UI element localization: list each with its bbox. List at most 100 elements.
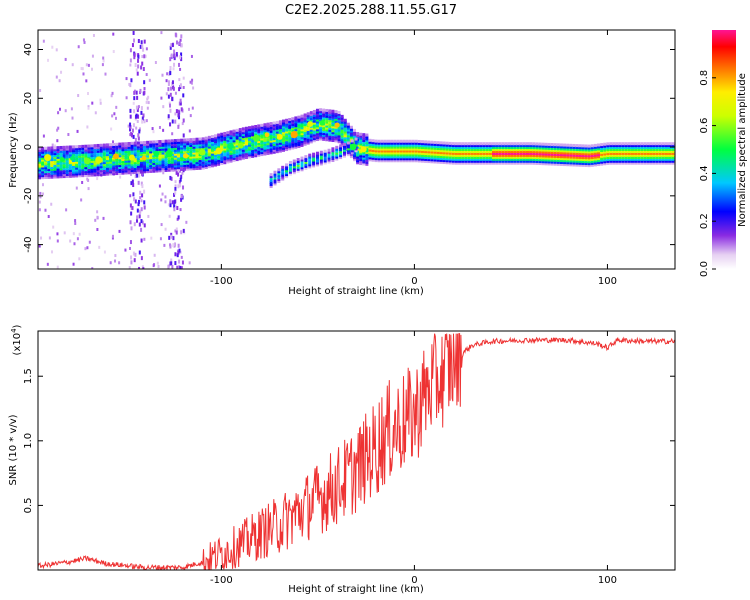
heatmap-cell xyxy=(167,139,171,143)
heatmap-cell xyxy=(186,155,190,159)
heatmap-peak xyxy=(237,142,244,149)
heatmap-cell xyxy=(304,162,308,166)
heatmap-cell xyxy=(269,179,273,183)
heatmap-cell xyxy=(627,159,631,163)
heatmap-cell xyxy=(337,112,341,116)
heatmap-cell xyxy=(331,117,335,121)
heatmap-cell xyxy=(149,146,153,150)
heatmap-speck xyxy=(110,94,113,98)
heatmap-cell xyxy=(56,171,60,175)
heatmap-cell xyxy=(251,143,255,147)
heatmap-cell xyxy=(303,132,307,136)
heatmap-cell xyxy=(99,153,103,157)
heatmap-cell xyxy=(559,147,563,151)
heatmap-cell xyxy=(158,169,162,173)
heatmap-cell xyxy=(488,151,492,155)
heatmap-cell xyxy=(507,161,511,165)
heatmap-cell xyxy=(149,156,153,160)
heatmap-cell xyxy=(214,145,218,149)
heatmap-cell xyxy=(553,160,557,164)
heatmap-cell xyxy=(652,157,656,161)
heatmap-cell xyxy=(362,162,366,166)
heatmap-cell xyxy=(269,177,273,181)
heatmap-cell xyxy=(90,165,94,169)
heatmap-cell xyxy=(522,146,526,150)
heatmap-cell xyxy=(343,118,347,122)
heatmap-cell xyxy=(343,136,347,140)
heatmap-cell xyxy=(93,151,97,155)
heatmap-cell xyxy=(251,127,255,131)
heatmap-cell xyxy=(470,153,474,157)
heatmap-cell xyxy=(593,153,597,157)
heatmap-cell xyxy=(390,145,394,149)
heatmap-cell xyxy=(288,137,292,141)
heatmap-cell xyxy=(266,144,270,148)
heatmap-cell xyxy=(525,161,529,165)
heatmap-cell xyxy=(572,159,576,163)
heatmap-cell xyxy=(220,161,224,165)
heatmap-cell xyxy=(312,125,316,129)
heatmap-cell xyxy=(192,145,196,149)
heatmap-cell xyxy=(303,127,307,131)
heatmap-cell xyxy=(189,163,193,167)
heatmap-cell xyxy=(492,148,496,152)
heatmap-cell xyxy=(263,136,267,140)
heatmap-cell xyxy=(597,153,601,157)
heatmap-cell xyxy=(538,156,542,160)
heatmap-cell xyxy=(180,144,184,148)
heatmap-cell xyxy=(90,169,94,173)
heatmap-cell xyxy=(377,151,381,155)
heatmap-cell xyxy=(377,159,381,163)
heatmap-cell xyxy=(467,144,471,148)
heatmap-cell xyxy=(180,160,184,164)
heatmap-cell xyxy=(671,161,675,165)
heatmap-cell xyxy=(464,149,468,153)
heatmap-cell xyxy=(155,159,159,163)
heatmap-cell xyxy=(294,145,298,149)
heatmap-cell xyxy=(476,155,480,159)
heatmap-cell xyxy=(315,159,319,163)
heatmap-cell xyxy=(87,164,91,168)
heatmap-cell xyxy=(232,137,236,141)
heatmap-cell xyxy=(102,159,106,163)
heatmap-noise xyxy=(169,175,172,180)
heatmap-cell xyxy=(232,139,236,143)
heatmap-cell xyxy=(408,147,412,151)
heatmap-cell xyxy=(630,159,634,163)
heatmap-cell xyxy=(210,152,214,156)
heatmap-cell xyxy=(50,163,54,167)
heatmap-cell xyxy=(353,156,357,160)
heatmap-cell xyxy=(303,129,307,133)
snr-y-label: SNR (10 * v/v) xyxy=(8,414,19,485)
heatmap-cell xyxy=(309,140,313,144)
heatmap-cell xyxy=(346,128,350,132)
heatmap-cell xyxy=(430,146,434,150)
heatmap-cell xyxy=(640,144,644,148)
heatmap-cell xyxy=(353,132,357,136)
heatmap-cell xyxy=(260,127,264,131)
heatmap-cell xyxy=(136,160,140,164)
heatmap-cell xyxy=(244,142,248,146)
heatmap-cell xyxy=(356,161,360,165)
heatmap-cell xyxy=(451,153,455,157)
heatmap-speck xyxy=(96,228,99,232)
heatmap-speck xyxy=(83,40,86,44)
heatmap-cell xyxy=(550,144,554,148)
heatmap-cell xyxy=(495,159,499,163)
heatmap-cell xyxy=(210,140,214,144)
heatmap-cell xyxy=(331,131,335,135)
heatmap-cell xyxy=(294,141,298,145)
heatmap-cell xyxy=(331,149,335,153)
heatmap-cell xyxy=(306,131,310,135)
heatmap-speck xyxy=(172,67,175,71)
heatmap-cell xyxy=(210,158,214,162)
heatmap-cell xyxy=(300,138,304,142)
heatmap-cell xyxy=(115,150,119,154)
heatmap-cell xyxy=(105,151,109,155)
heatmap-cell xyxy=(281,135,285,139)
heatmap-cell xyxy=(668,151,672,155)
heatmap-cell xyxy=(285,167,289,171)
heatmap-speck xyxy=(112,140,115,144)
heatmap-speck xyxy=(160,223,163,227)
heatmap-cell xyxy=(56,150,60,154)
